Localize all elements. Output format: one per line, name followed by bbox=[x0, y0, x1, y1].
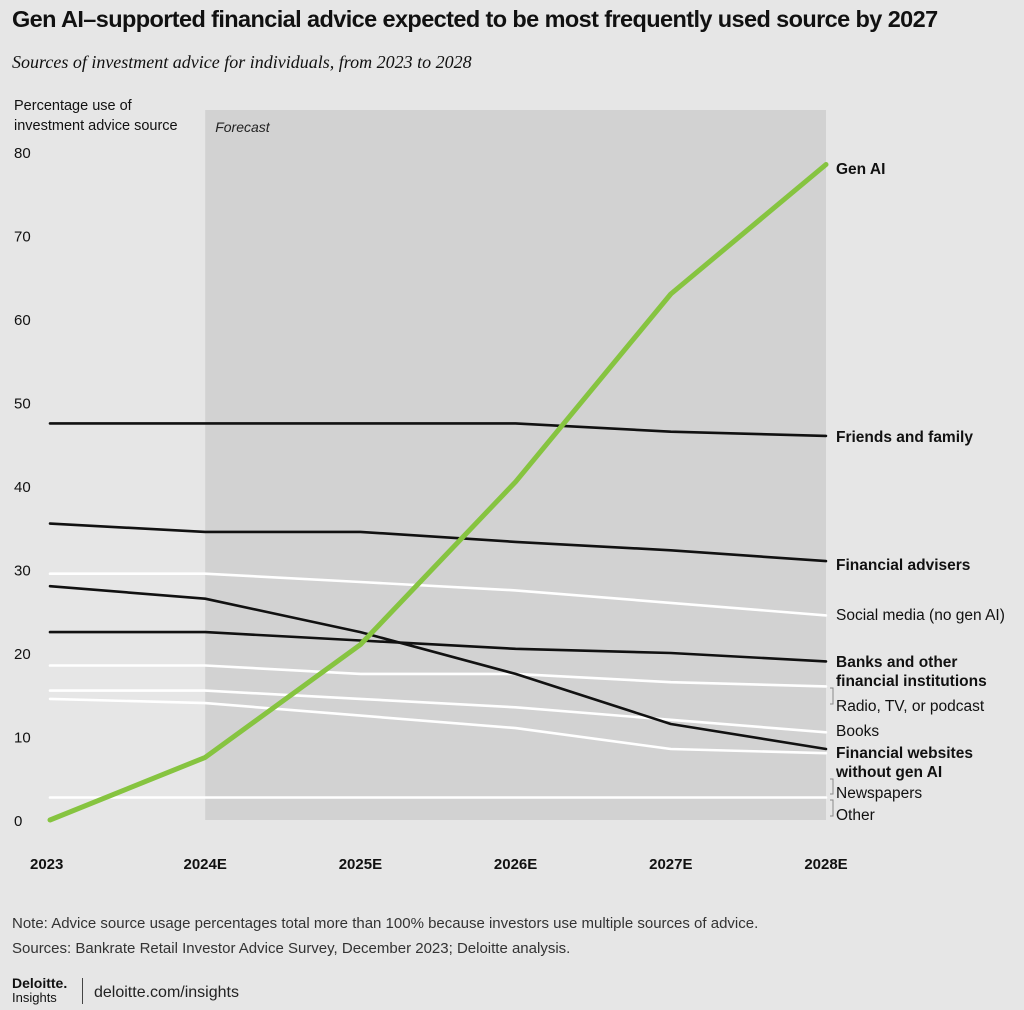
y-tick-label: 20 bbox=[14, 646, 31, 663]
x-tick-label: 2026E bbox=[494, 856, 537, 873]
series-label-books: Books bbox=[836, 723, 879, 740]
series-label-financial-websites-without-gen-ai: without gen AI bbox=[835, 764, 942, 781]
series-line-friends-and-family bbox=[48, 422, 828, 438]
series-line-gen-ai bbox=[47, 162, 829, 823]
y-tick-label: 30 bbox=[14, 563, 31, 580]
series-label-radio-tv-or-podcast: Radio, TV, or podcast bbox=[836, 698, 985, 715]
series-label-banks-and-other-financial-institutions: financial institutions bbox=[836, 673, 987, 690]
series-line-social-media-no-gen-ai bbox=[48, 572, 828, 617]
y-axis-label: Percentage use of bbox=[14, 98, 133, 114]
label-leader bbox=[830, 799, 834, 817]
y-tick-label: 60 bbox=[14, 312, 31, 329]
sources-note: Sources: Bankrate Retail Investor Advice… bbox=[12, 940, 571, 957]
x-tick-label: 2024E bbox=[184, 856, 227, 873]
line-chart: Forecast Percentage use of investment advi… bbox=[14, 98, 1005, 873]
chart-subtitle: Sources of investment advice for individ… bbox=[12, 52, 472, 72]
deloitte-logo: Deloitte. Insights bbox=[12, 976, 67, 1004]
label-leader bbox=[830, 778, 834, 795]
series-label-social-media-no-gen-ai: Social media (no gen AI) bbox=[836, 607, 1005, 624]
y-tick-label: 40 bbox=[14, 479, 31, 496]
y-axis-label: investment advice source bbox=[14, 118, 178, 134]
series-label-gen-ai: Gen AI bbox=[836, 161, 885, 178]
label-leader bbox=[830, 687, 834, 705]
y-tick-label: 50 bbox=[14, 396, 31, 413]
x-tick-label: 2023 bbox=[30, 856, 63, 873]
series-label-banks-and-other-financial-institutions: Banks and other bbox=[836, 654, 957, 671]
series-line-financial-advisers bbox=[48, 522, 828, 563]
chart-title: Gen AI–supported financial advice expect… bbox=[12, 6, 938, 32]
series-line-books bbox=[48, 689, 828, 734]
series-label-other: Other bbox=[836, 807, 875, 824]
series-label-friends-and-family: Friends and family bbox=[836, 429, 973, 446]
brand-divider bbox=[82, 978, 83, 1004]
series-line-newspapers bbox=[48, 697, 828, 755]
series-label-financial-websites-without-gen-ai: Financial websites bbox=[836, 745, 973, 762]
series-label-financial-advisers: Financial advisers bbox=[836, 557, 970, 574]
y-tick-label: 10 bbox=[14, 730, 31, 747]
series-line-banks-and-other-financial-institutions bbox=[48, 630, 828, 663]
y-tick-label: 0 bbox=[14, 813, 22, 830]
series-line-financial-websites-without-gen-ai bbox=[48, 584, 828, 751]
series-line-radio-tv-or-podcast bbox=[48, 664, 828, 688]
footnote: Note: Advice source usage percentages to… bbox=[12, 915, 759, 932]
x-tick-label: 2025E bbox=[339, 856, 382, 873]
y-tick-label: 80 bbox=[14, 145, 31, 162]
forecast-region bbox=[205, 110, 826, 820]
x-tick-label: 2028E bbox=[804, 856, 847, 873]
insights-link[interactable]: deloitte.com/insights bbox=[94, 984, 239, 1001]
forecast-label: Forecast bbox=[215, 119, 271, 135]
series-label-newspapers: Newspapers bbox=[836, 785, 922, 802]
brand-sub: Insights bbox=[12, 990, 57, 1005]
brand-name: Deloitte. bbox=[12, 975, 68, 991]
x-tick-label: 2027E bbox=[649, 856, 692, 873]
y-tick-label: 70 bbox=[14, 229, 31, 246]
